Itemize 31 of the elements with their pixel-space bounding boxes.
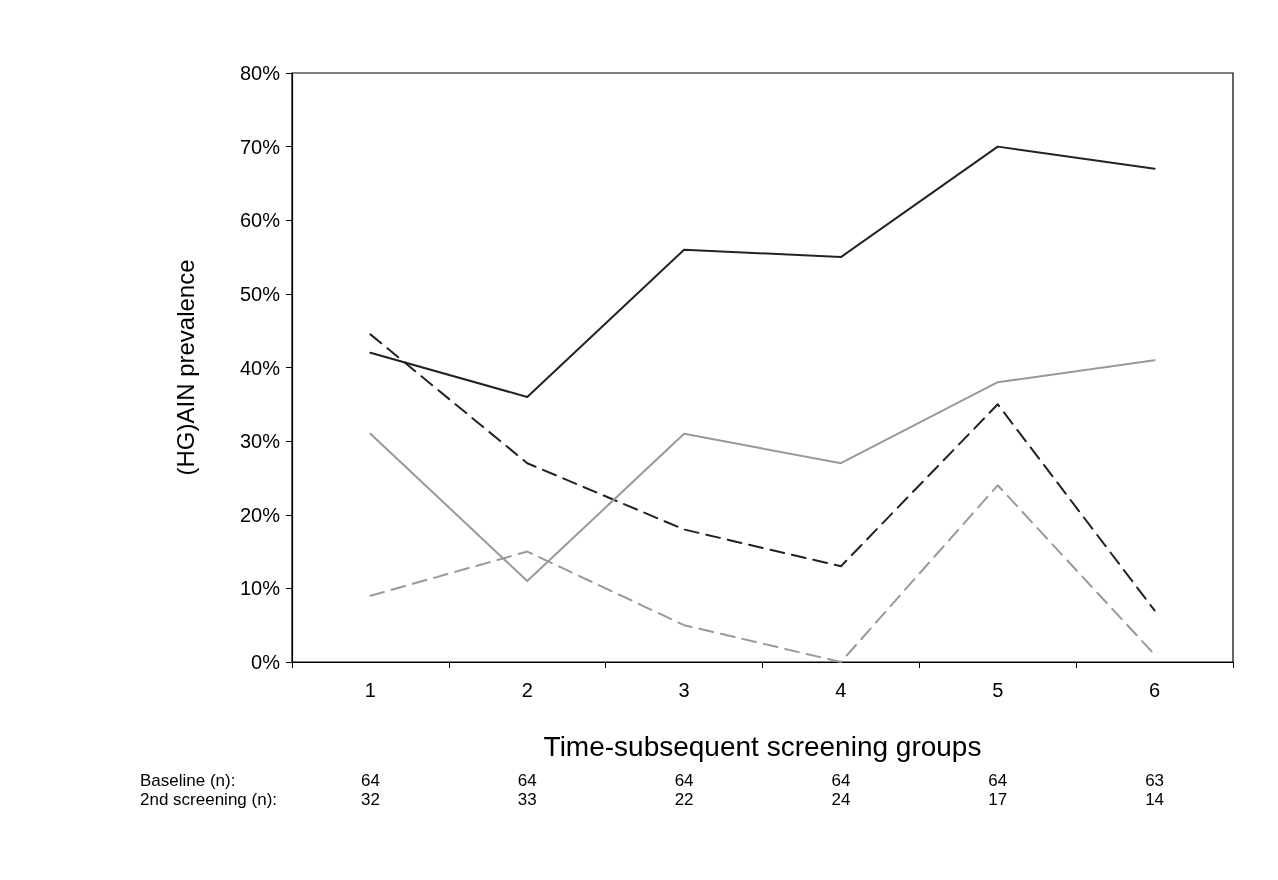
text: 22: [674, 790, 694, 809]
y-tick-label: 40%: [239, 356, 281, 379]
y-tick-label: 50%: [239, 282, 281, 305]
text: 64: [831, 771, 851, 790]
text: 33: [517, 790, 537, 809]
y-tick-label: 10%: [239, 577, 281, 600]
text: 64: [517, 771, 537, 790]
x-tick-label: 6: [1149, 679, 1161, 701]
y-axis-title: (HG)AIN prevalence: [171, 259, 199, 476]
text: 17: [988, 790, 1008, 809]
x-axis-title: Time-subsequent screening groups: [543, 730, 982, 762]
text: 24: [831, 790, 851, 809]
text: 14: [1145, 790, 1165, 809]
y-tick-label: 70%: [239, 135, 281, 158]
text: 32: [360, 790, 380, 809]
text: Baseline (n):: [140, 771, 236, 790]
x-tick-label: 3: [678, 679, 690, 701]
x-tick-label: 4: [835, 679, 847, 701]
x-tick-label: 1: [364, 679, 376, 701]
y-tick-label: 80%: [239, 62, 281, 84]
text: 64: [988, 771, 1008, 790]
y-tick-label: 0%: [251, 651, 281, 673]
text: 64: [674, 771, 694, 790]
x-tick-label: 2: [521, 679, 533, 701]
y-tick-label: 30%: [239, 430, 281, 453]
y-tick-label: 60%: [239, 209, 281, 232]
x-tick-label: 5: [992, 679, 1004, 701]
y-tick-label: 20%: [239, 503, 281, 526]
text: 64: [360, 771, 380, 790]
text: 2nd screening (n):: [140, 790, 278, 809]
text: 63: [1145, 771, 1165, 790]
